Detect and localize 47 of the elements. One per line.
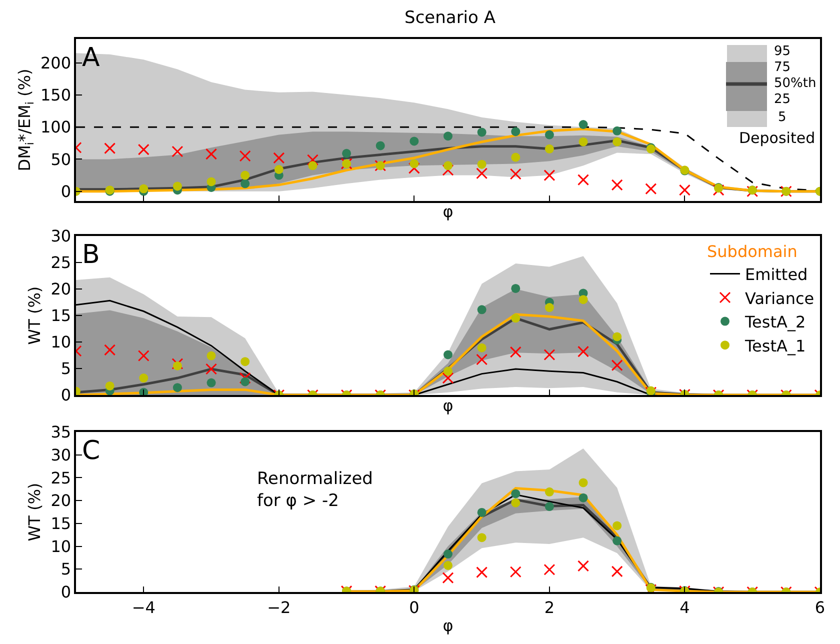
y-tick-label: 200 [40,53,72,72]
y-axis-title: WT (%) [25,482,44,542]
legend-label: TestA_2 [744,312,806,332]
x-tick-label: 6 [814,598,826,617]
y-tick-label: 25 [50,468,72,488]
annotation: C [82,436,100,466]
y-tick-label: 30 [50,445,72,464]
x-axis-title: φ [442,396,454,415]
y-tick-label: 35 [50,422,72,442]
annotation: Renormalized for φ > -2 [257,469,373,512]
annotation: A [82,43,100,73]
y-tick-label: 50 [50,150,72,169]
annotation: 75 [774,60,791,75]
annotation: Deposited [739,129,816,147]
y-tick-label: 25 [50,253,72,272]
y-tick-label: 0 [60,182,72,201]
chart-title: Scenario A [404,8,496,28]
annotation: 5 [778,110,786,125]
x-tick-label: 0 [409,598,420,617]
legend-label: TestA_1 [744,336,806,356]
x-tick-label: 2 [544,598,555,617]
legend-label: Emitted [745,264,808,284]
annotation: 95 [774,44,791,59]
x-tick-label: 4 [680,598,690,617]
x-tick-label: −2 [267,598,291,617]
annotation: 50%th [774,76,816,91]
x-axis-title: φ [442,202,454,221]
y-tick-label: 10 [50,332,72,352]
y-tick-label: 30 [50,226,72,246]
y-tick-label: 20 [50,491,72,510]
y-axis-title: WT (%) [25,286,44,345]
x-axis-title: φ [442,616,454,636]
y-tick-label: 5 [60,560,72,579]
y-tick-label: 10 [50,536,72,556]
y-tick-label: 0 [60,582,72,602]
y-tick-label: 100 [40,118,72,137]
y-tick-label: 0 [60,386,72,405]
y-tick-label: 15 [50,306,72,326]
y-tick-label: 5 [60,359,72,378]
y-tick-label: 150 [40,86,72,105]
annotation: 25 [774,92,791,107]
y-tick-label: 15 [50,514,72,534]
legend-title: Subdomain [707,242,798,261]
legend-label: Variance [745,288,814,308]
y-tick-label: 20 [50,280,72,299]
annotation: B [82,240,100,270]
x-tick-label: −4 [132,598,156,617]
